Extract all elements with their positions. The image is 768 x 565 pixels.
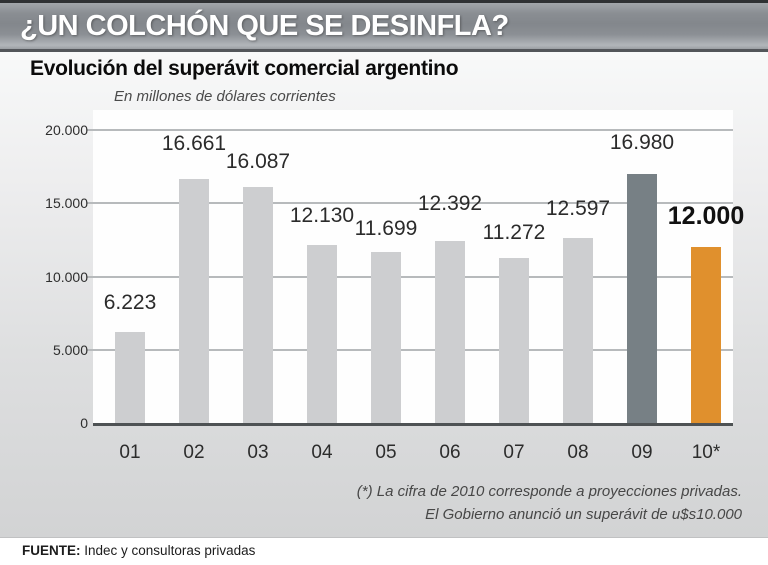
value-label-07: 11.272	[482, 220, 546, 244]
bar-07	[499, 257, 529, 423]
bar-06	[435, 241, 465, 423]
footnote: (*) La cifra de 2010 corresponde a proye…	[357, 480, 742, 526]
gridline-20.000	[87, 129, 733, 131]
y-axis-tick-20.000: 20.000	[45, 122, 88, 138]
value-label-03: 16.087	[225, 150, 291, 174]
x-axis-tick-02: 02	[183, 442, 205, 463]
chart-panel: Evolución del superávit comercial argent…	[0, 52, 768, 538]
source-line: FUENTE: Indec y consultoras privadas	[22, 543, 255, 558]
x-axis-tick-07: 07	[503, 442, 525, 463]
bar-03	[243, 187, 273, 423]
bar-05	[371, 251, 401, 423]
bar-02	[179, 178, 209, 423]
x-axis-tick-06: 06	[439, 442, 461, 463]
value-label-04: 12.130	[289, 204, 355, 228]
x-axis-tick-05: 05	[375, 442, 397, 463]
y-axis-tick-5.000: 5.000	[52, 341, 88, 358]
banner-title: ¿UN COLCHÓN QUE SE DESINFLA?	[20, 10, 509, 42]
x-axis-tick-01: 01	[119, 442, 141, 463]
footnote-line-1: (*) La cifra de 2010 corresponde a proye…	[356, 483, 742, 500]
bar-04	[307, 245, 337, 423]
gridline-10.000	[87, 275, 733, 278]
gridline-5.000	[87, 348, 733, 351]
y-axis-tick-0: 0	[80, 415, 88, 431]
y-axis-tick-15.000: 15.000	[45, 195, 88, 212]
bar-01	[115, 331, 145, 423]
value-label-10*: 12.000	[667, 202, 745, 231]
plot-area: 6.223 16.661 16.087 12.130 11.699 12.392 11.27…	[87, 110, 744, 426]
chart-subtitle: En millones de dólares corrientes	[114, 88, 336, 105]
chart-title: Evolución del superávit comercial argent…	[30, 57, 459, 80]
value-label-05: 11.699	[354, 216, 418, 240]
bar-09	[627, 174, 657, 423]
x-axis-tick-03: 03	[247, 442, 269, 463]
bar-08	[563, 238, 593, 423]
bar-10*	[691, 247, 721, 423]
value-label-01: 6.223	[103, 290, 157, 314]
value-label-06: 12.392	[417, 192, 483, 216]
value-label-08: 12.597	[545, 197, 611, 221]
x-axis-tick-10*: 10*	[691, 442, 721, 463]
value-label-02: 16.661	[161, 131, 227, 155]
x-axis-tick-08: 08	[567, 442, 589, 463]
footnote-line-2: El Gobierno anunció un superávit de u$s1…	[425, 506, 742, 523]
source-label: FUENTE:	[22, 543, 81, 558]
x-axis-tick-09: 09	[631, 442, 653, 463]
header-banner: ¿UN COLCHÓN QUE SE DESINFLA?	[0, 0, 768, 52]
x-axis-tick-04: 04	[311, 442, 333, 463]
gridline-15.000	[87, 202, 733, 205]
source-text: Indec y consultoras privadas	[84, 543, 256, 558]
y-axis-tick-10.000: 10.000	[45, 268, 88, 285]
value-label-09: 16.980	[609, 131, 675, 155]
